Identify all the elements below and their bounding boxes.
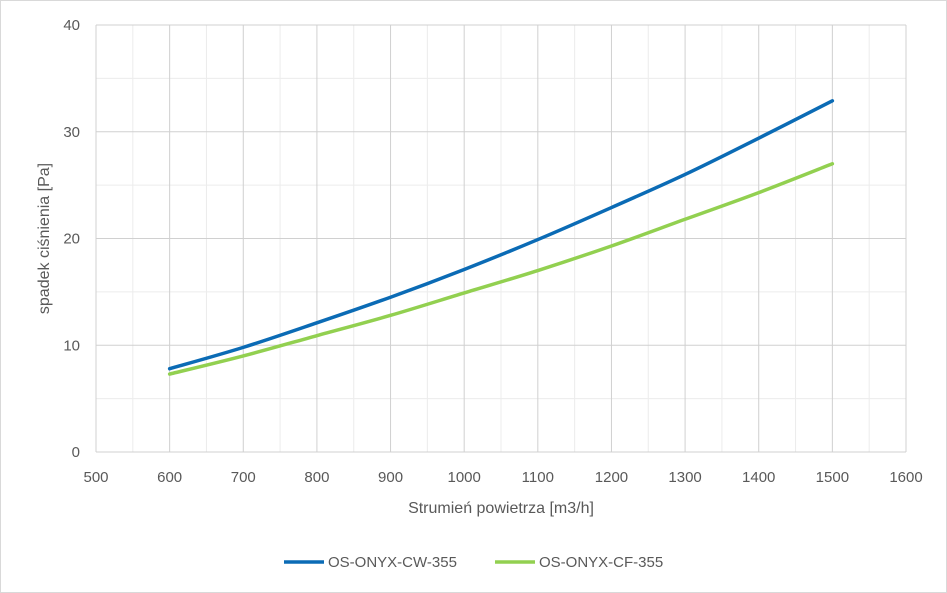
y-tick-label: 0 bbox=[72, 444, 80, 461]
legend-label-1: OS-ONYX-CF-355 bbox=[539, 554, 663, 571]
x-tick-label: 1600 bbox=[889, 469, 922, 486]
x-tick-label: 1100 bbox=[522, 469, 554, 486]
x-tick-label: 1000 bbox=[447, 469, 480, 486]
x-tick-label: 500 bbox=[83, 469, 108, 486]
legend: OS-ONYX-CW-355 OS-ONYX-CF-355 bbox=[284, 554, 663, 571]
x-tick-label: 700 bbox=[231, 469, 256, 486]
x-tick-label: 1500 bbox=[816, 469, 849, 486]
y-tick-label: 40 bbox=[63, 17, 80, 34]
y-tick-label: 20 bbox=[63, 231, 80, 248]
legend-label-0: OS-ONYX-CW-355 bbox=[328, 554, 457, 571]
x-tick-label: 800 bbox=[304, 469, 329, 486]
y-tick-label: 30 bbox=[63, 124, 80, 141]
series-line-1 bbox=[167, 162, 835, 376]
y-axis-label: spadek ciśnienia [Pa] bbox=[36, 163, 53, 314]
series-lines bbox=[167, 99, 835, 376]
major-gridlines bbox=[95, 24, 907, 453]
series-line-0 bbox=[167, 99, 835, 371]
y-tick-labels: 0 10 20 30 40 bbox=[63, 17, 80, 461]
x-tick-label: 900 bbox=[378, 469, 403, 486]
y-tick-label: 10 bbox=[63, 337, 80, 354]
x-tick-label: 1200 bbox=[595, 469, 628, 486]
x-tick-labels: 500 600 700 800 900 1000 1100 1200 1300 1400 1500 1… bbox=[83, 469, 922, 486]
x-tick-label: 1300 bbox=[668, 469, 701, 486]
x-tick-label: 1400 bbox=[742, 469, 775, 486]
x-axis-label: Strumień powietrza [m3/h] bbox=[408, 500, 594, 517]
x-tick-label: 600 bbox=[157, 469, 182, 486]
